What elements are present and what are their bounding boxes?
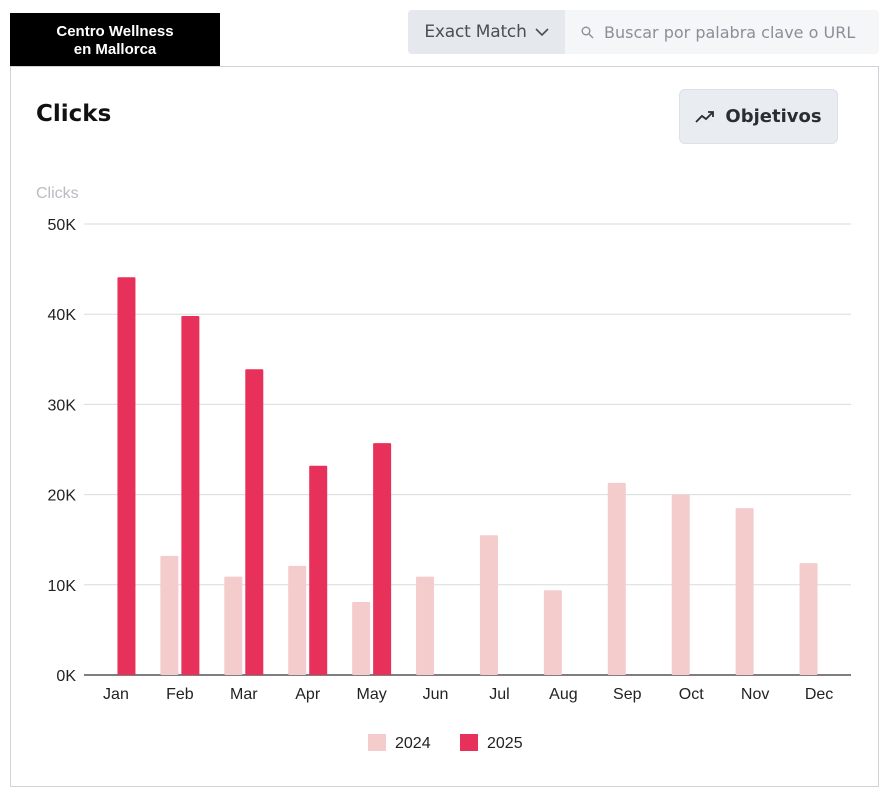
clicks-chart: Clicks 0K 10K 20K 30K 40K 50K Jan Feb Mar Apr May Ju… [36,185,851,752]
card-title: Clicks [36,101,112,127]
goals-button[interactable]: Objetivos [679,89,838,144]
bar-2024-dec [799,563,818,675]
search-bar: Exact Match [408,10,879,54]
y-tick-label: 40K [48,307,77,324]
x-tick-label: Sep [613,686,642,703]
x-tick-label: Feb [166,686,194,703]
y-axis-title: Clicks [36,185,79,202]
x-tick-label: Nov [741,686,769,703]
brand-logo: Centro Wellness en Mallorca [10,13,220,69]
bar-2024-jul [479,535,498,675]
bar-2024-jun [416,576,435,675]
bar-2025-jan [117,277,136,675]
y-tick-label: 20K [48,488,77,505]
search-icon [581,26,594,38]
y-tick-label: 30K [48,397,77,414]
bar-2025-may [373,443,392,675]
bar-2024-oct [671,494,690,675]
x-tick-label: Jan [103,686,129,703]
x-tick-label: Jun [423,686,449,703]
y-tick-label: 0K [56,668,76,685]
legend-label-2025[interactable]: 2025 [487,735,523,752]
bar-2024-sep [607,482,626,675]
x-tick-label: Jul [489,686,509,703]
y-tick-label: 50K [48,217,77,234]
search-input[interactable] [604,22,864,42]
x-tick-label: May [357,686,387,703]
search-field [565,10,879,54]
match-type-dropdown[interactable]: Exact Match [408,10,565,54]
y-tick-label: 10K [48,578,77,595]
bar-2024-apr [288,565,307,675]
clicks-card: Clicks Objetivos Clicks 0K 10K 20K 30K 40K 50K… [10,66,879,787]
x-tick-label: Aug [549,686,577,703]
brand-name-line2: en Mallorca [73,41,157,58]
x-tick-label: Dec [805,686,833,703]
bar-2024-feb [160,555,179,675]
bar-2024-aug [543,590,562,675]
bar-2024-nov [735,508,754,675]
chevron-down-icon [535,28,549,37]
x-tick-label: Oct [679,686,704,703]
goals-button-label: Objetivos [725,106,822,127]
x-tick-label: Apr [295,686,321,703]
bar-2024-may [352,601,371,675]
bar-2025-feb [181,316,200,675]
legend-swatch-2024[interactable] [368,734,386,751]
x-tick-label: Mar [230,686,258,703]
legend-label-2024[interactable]: 2024 [395,735,431,752]
brand-name-line1: Centro Wellness [56,23,174,40]
legend-swatch-2025[interactable] [460,734,478,751]
bar-2025-apr [309,465,328,675]
match-type-label: Exact Match [424,22,527,42]
bar-2025-mar [245,369,264,675]
trending-up-icon [695,110,715,123]
bar-2024-mar [224,576,243,675]
